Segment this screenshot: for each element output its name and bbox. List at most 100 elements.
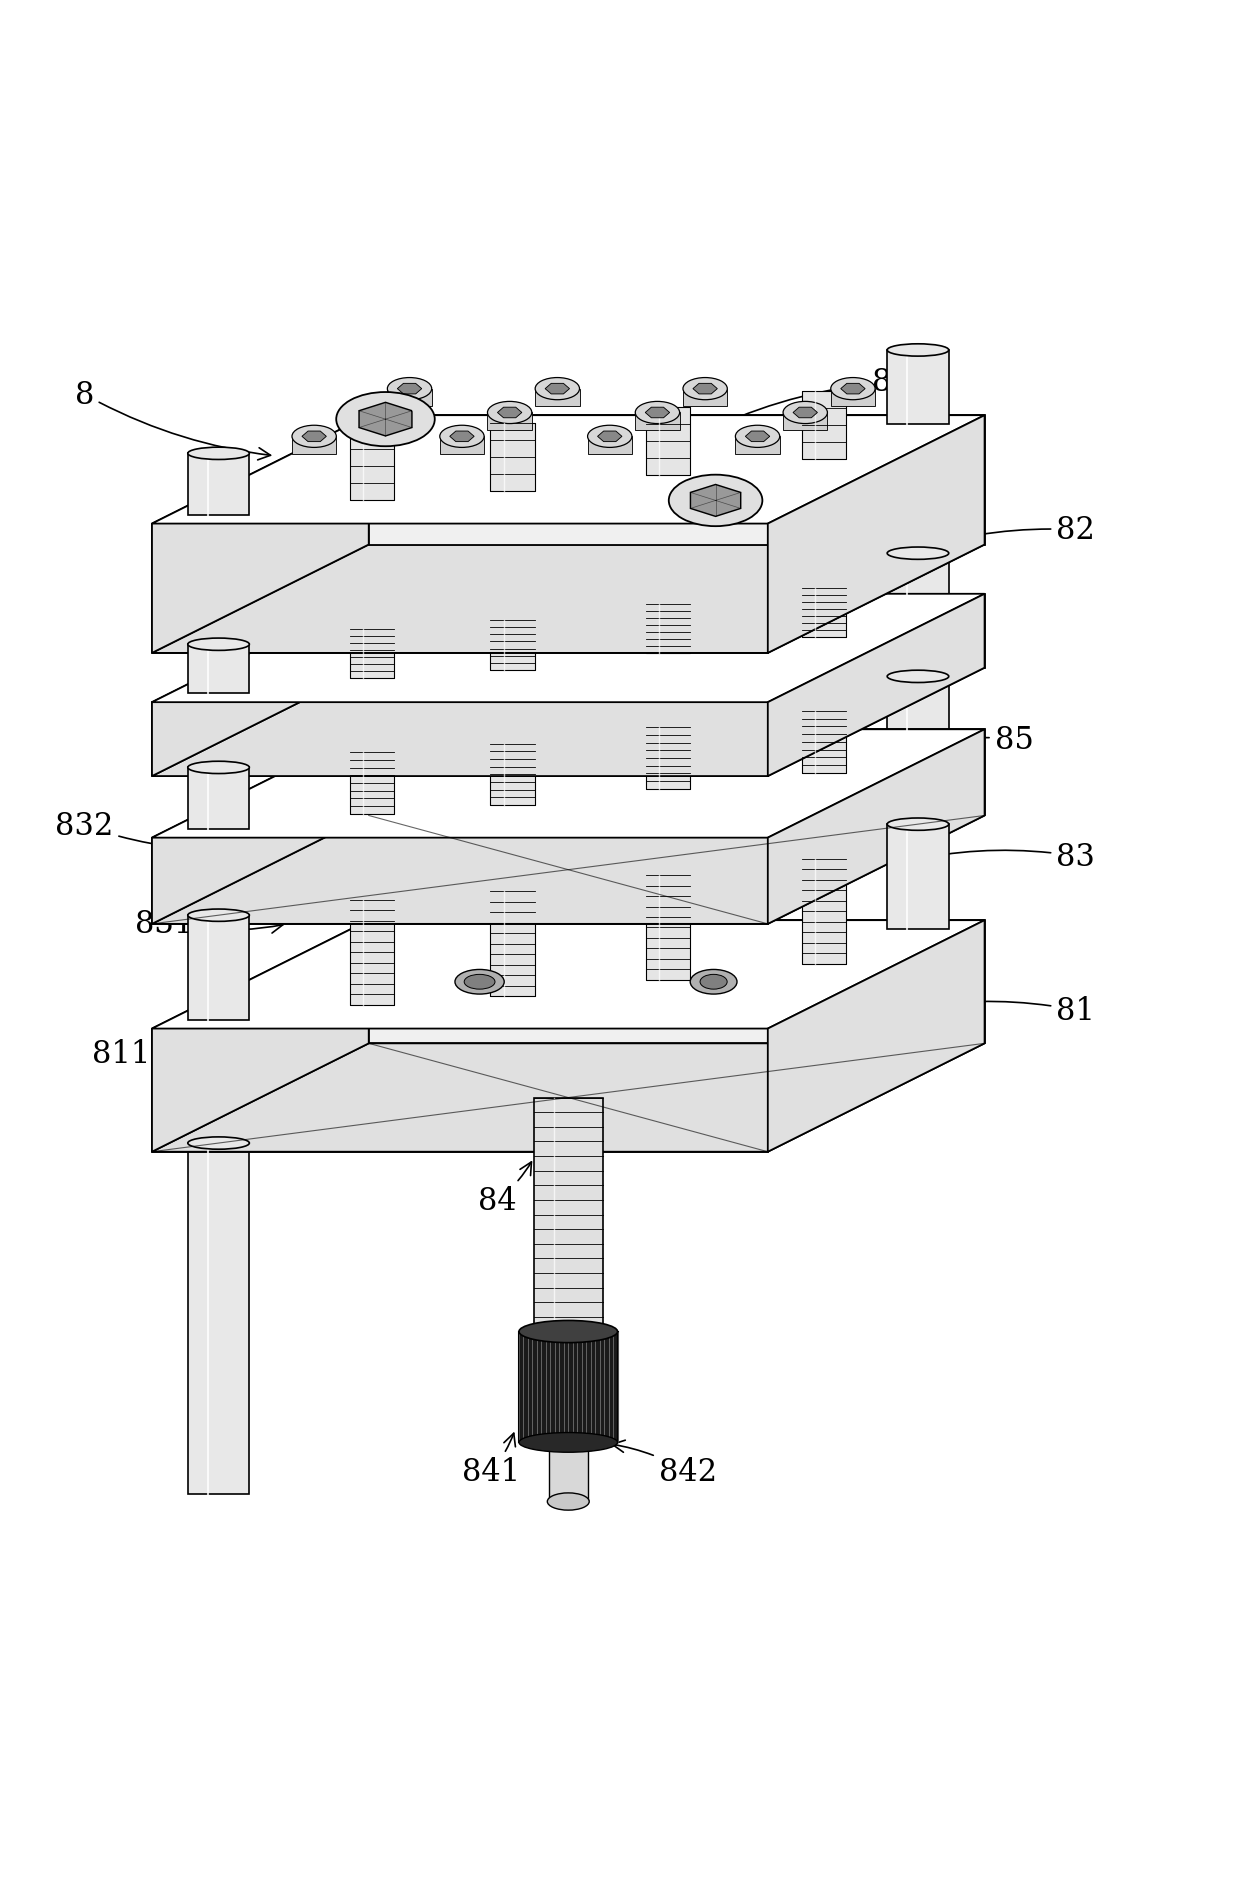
FancyBboxPatch shape: [802, 391, 846, 459]
Ellipse shape: [887, 670, 949, 683]
FancyBboxPatch shape: [187, 645, 249, 695]
Polygon shape: [350, 408, 374, 419]
Ellipse shape: [455, 970, 505, 995]
FancyBboxPatch shape: [831, 389, 875, 408]
Polygon shape: [153, 921, 985, 1029]
Text: 86: 86: [698, 366, 910, 437]
Ellipse shape: [668, 474, 763, 528]
Ellipse shape: [588, 425, 632, 448]
FancyBboxPatch shape: [440, 437, 484, 456]
Polygon shape: [153, 545, 985, 653]
Ellipse shape: [187, 909, 249, 922]
FancyBboxPatch shape: [588, 437, 632, 456]
FancyBboxPatch shape: [735, 437, 780, 456]
Polygon shape: [693, 383, 717, 395]
FancyBboxPatch shape: [491, 892, 534, 996]
FancyBboxPatch shape: [646, 605, 691, 655]
FancyBboxPatch shape: [350, 630, 394, 679]
FancyBboxPatch shape: [887, 351, 949, 425]
FancyBboxPatch shape: [802, 588, 846, 638]
Text: 81: 81: [908, 995, 1095, 1027]
Polygon shape: [360, 402, 412, 437]
FancyBboxPatch shape: [491, 621, 534, 670]
Polygon shape: [645, 408, 670, 419]
FancyBboxPatch shape: [646, 729, 691, 790]
Polygon shape: [153, 594, 368, 776]
Ellipse shape: [784, 402, 827, 425]
FancyBboxPatch shape: [187, 915, 249, 1021]
Ellipse shape: [487, 402, 532, 425]
Polygon shape: [153, 816, 985, 924]
FancyBboxPatch shape: [802, 860, 846, 964]
Text: 84: 84: [477, 1162, 532, 1217]
Text: 842: 842: [613, 1441, 717, 1488]
Polygon shape: [153, 731, 368, 924]
Ellipse shape: [187, 761, 249, 774]
Polygon shape: [450, 433, 474, 442]
FancyBboxPatch shape: [350, 433, 394, 501]
Ellipse shape: [187, 448, 249, 459]
Polygon shape: [397, 383, 422, 395]
Polygon shape: [841, 383, 866, 395]
FancyBboxPatch shape: [491, 423, 534, 492]
Polygon shape: [153, 702, 768, 776]
Polygon shape: [153, 668, 985, 776]
Ellipse shape: [187, 1137, 249, 1150]
Ellipse shape: [387, 378, 432, 400]
FancyBboxPatch shape: [491, 744, 534, 807]
Polygon shape: [368, 416, 985, 545]
FancyBboxPatch shape: [887, 826, 949, 930]
Polygon shape: [546, 383, 569, 395]
Polygon shape: [368, 594, 985, 668]
Ellipse shape: [440, 425, 484, 448]
FancyBboxPatch shape: [536, 389, 579, 408]
Text: 82: 82: [908, 514, 1095, 556]
Polygon shape: [768, 416, 985, 653]
FancyBboxPatch shape: [646, 875, 691, 979]
Polygon shape: [598, 433, 622, 442]
Ellipse shape: [291, 425, 336, 448]
Polygon shape: [497, 408, 522, 419]
Polygon shape: [768, 731, 985, 924]
Polygon shape: [768, 921, 985, 1152]
Ellipse shape: [887, 345, 949, 357]
FancyBboxPatch shape: [187, 769, 249, 829]
Ellipse shape: [340, 402, 384, 425]
FancyBboxPatch shape: [187, 1143, 249, 1494]
FancyBboxPatch shape: [350, 900, 394, 1006]
FancyBboxPatch shape: [340, 414, 384, 431]
Polygon shape: [153, 594, 985, 702]
Text: 832: 832: [55, 810, 246, 858]
FancyBboxPatch shape: [487, 414, 532, 431]
Text: 83: 83: [908, 841, 1095, 873]
Ellipse shape: [691, 970, 737, 995]
FancyBboxPatch shape: [635, 414, 680, 431]
Polygon shape: [794, 408, 817, 419]
Ellipse shape: [536, 378, 579, 400]
Ellipse shape: [887, 818, 949, 831]
Polygon shape: [153, 731, 985, 839]
FancyBboxPatch shape: [802, 712, 846, 772]
FancyBboxPatch shape: [350, 754, 394, 814]
Text: 811: 811: [92, 1029, 326, 1069]
Polygon shape: [153, 416, 368, 653]
Polygon shape: [303, 433, 326, 442]
Polygon shape: [153, 921, 368, 1152]
FancyBboxPatch shape: [683, 389, 728, 408]
Ellipse shape: [635, 402, 680, 425]
Ellipse shape: [520, 1433, 618, 1452]
Ellipse shape: [336, 393, 435, 448]
Ellipse shape: [701, 976, 727, 989]
Text: 831: 831: [135, 909, 283, 940]
FancyBboxPatch shape: [548, 1442, 588, 1501]
FancyBboxPatch shape: [887, 554, 949, 604]
Ellipse shape: [831, 378, 875, 400]
Ellipse shape: [187, 640, 249, 651]
Polygon shape: [691, 486, 740, 516]
Polygon shape: [745, 433, 770, 442]
FancyBboxPatch shape: [646, 408, 691, 476]
Text: 841: 841: [461, 1433, 520, 1488]
FancyBboxPatch shape: [187, 454, 249, 516]
Polygon shape: [153, 1044, 985, 1152]
Polygon shape: [153, 839, 768, 924]
